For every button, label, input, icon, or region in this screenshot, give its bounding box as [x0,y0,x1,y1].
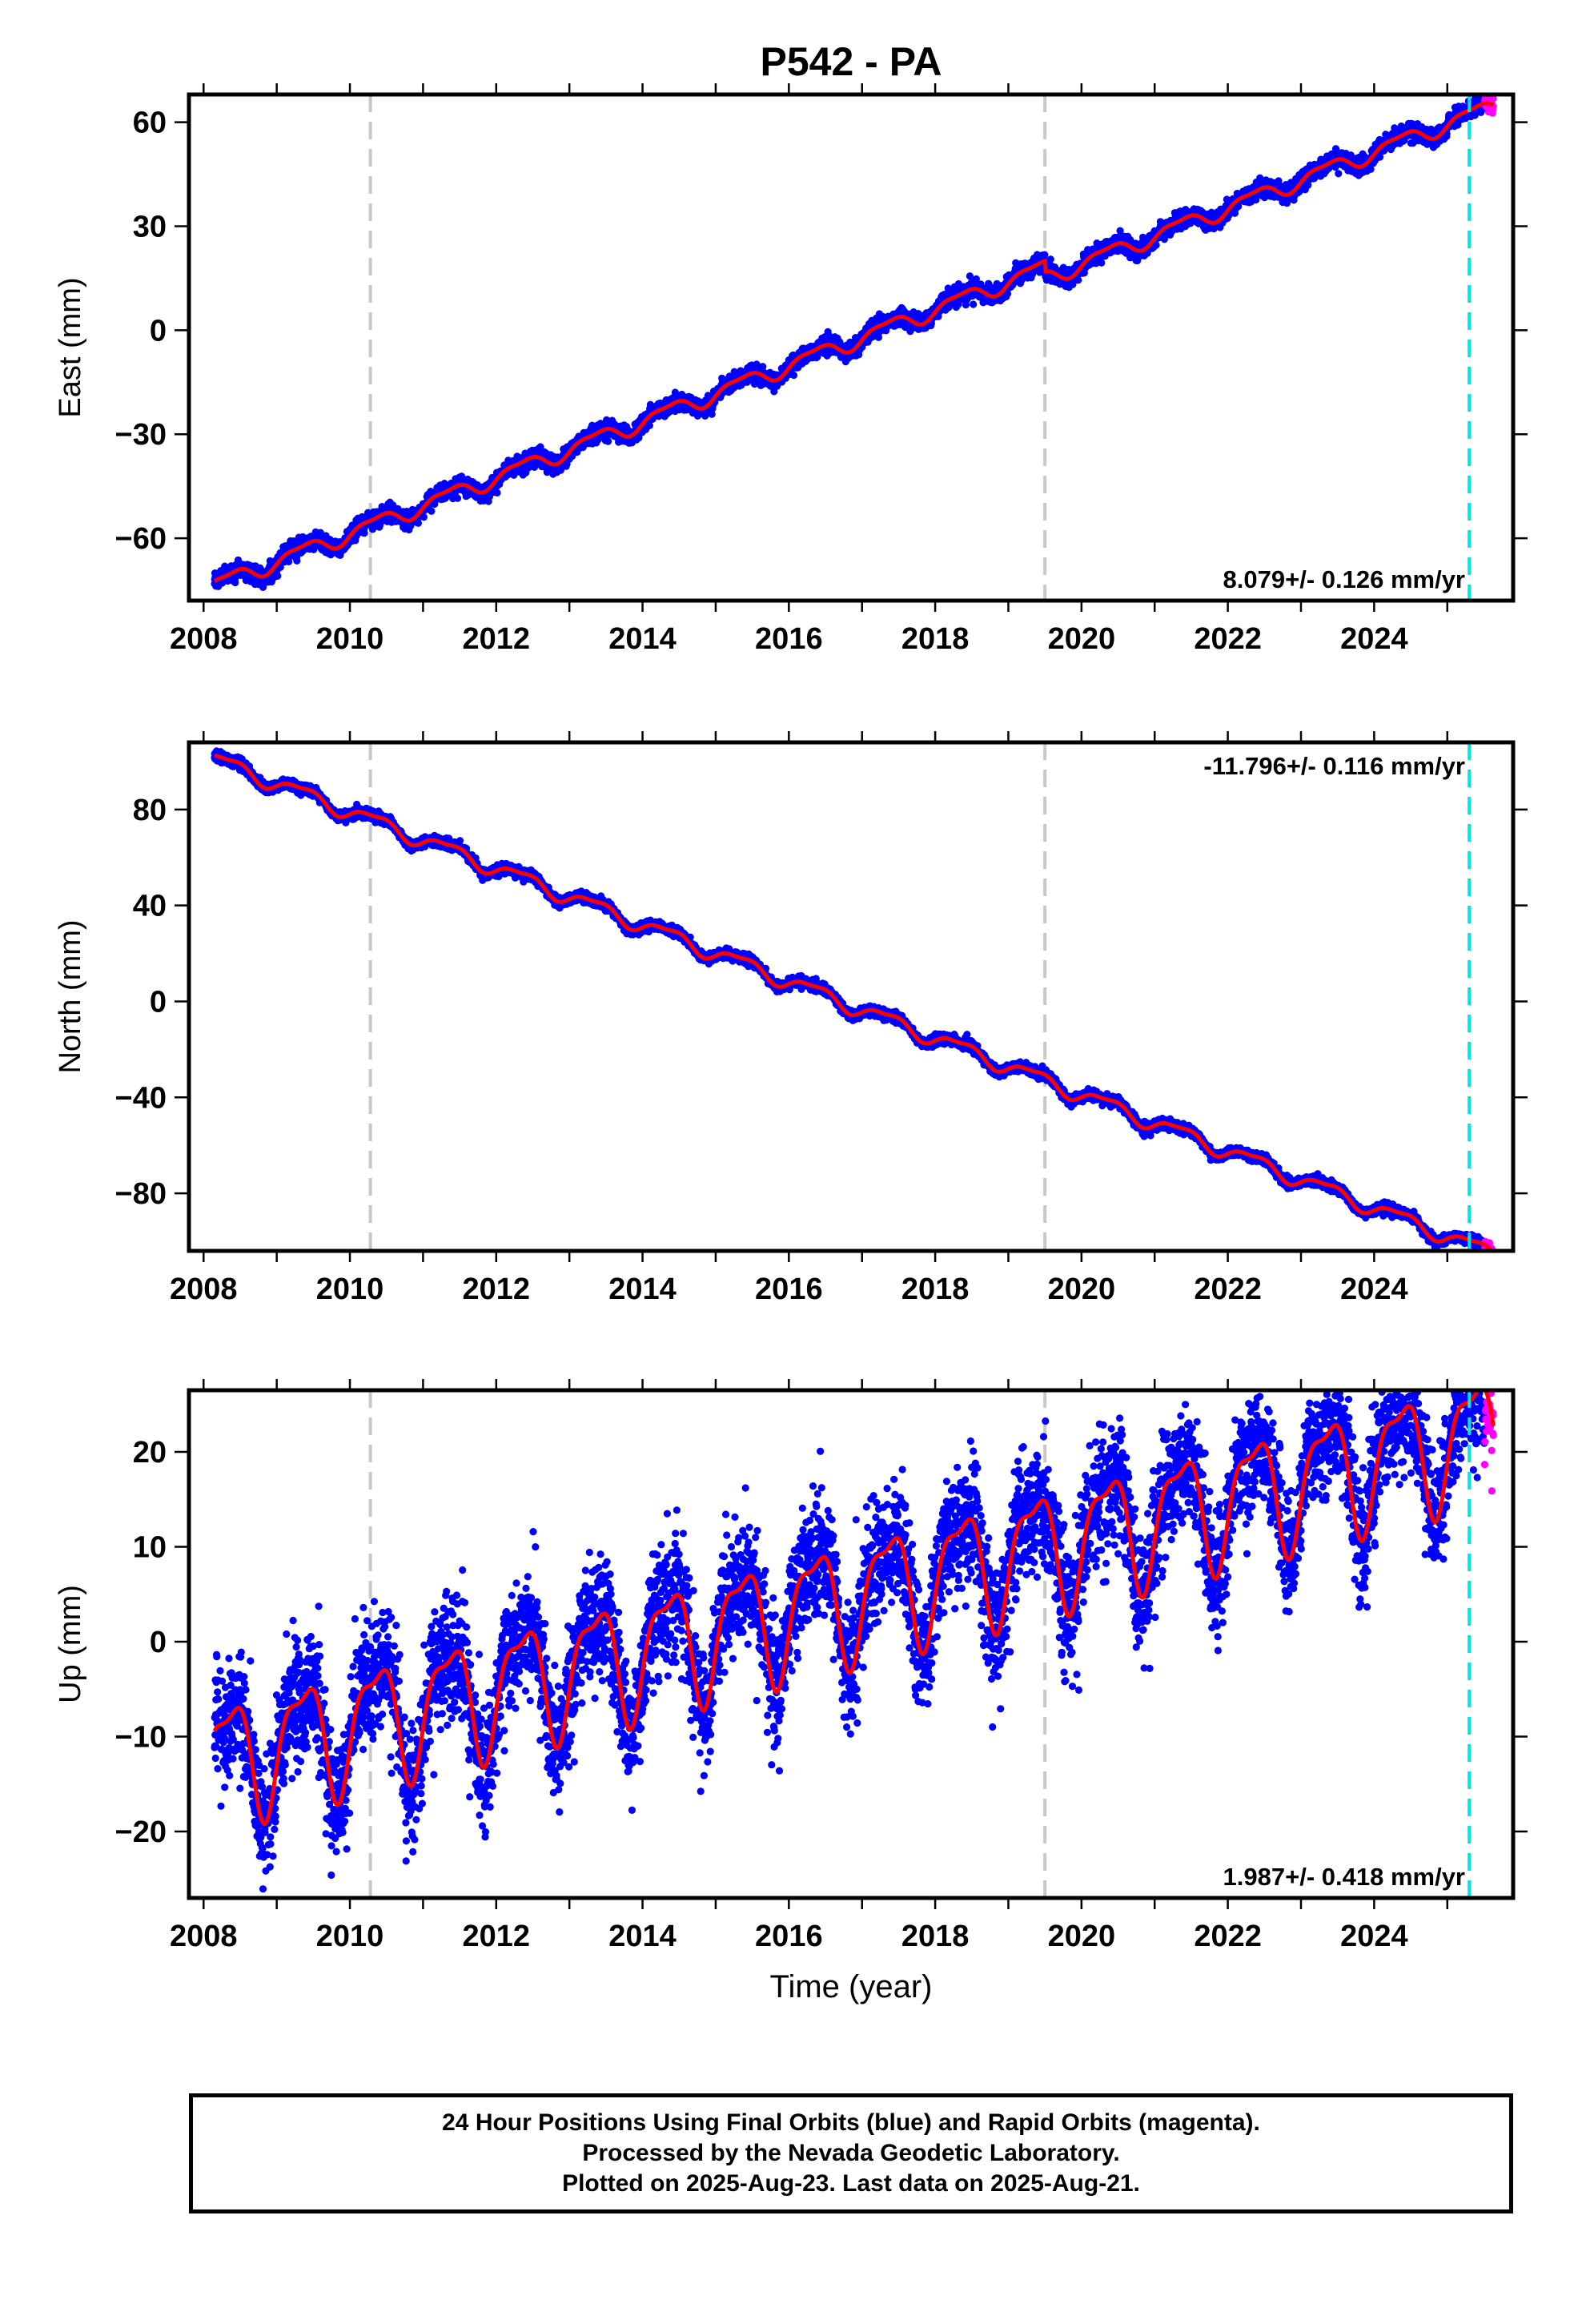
data-points-north [211,747,1496,1260]
y-tick-label: −60 [115,522,167,556]
x-tick-label: 2024 [1340,622,1408,656]
rate-label-north: -11.796+/- 0.116 mm/yr [1203,752,1465,780]
y-tick-label: 10 [133,1531,167,1565]
y-axis-label-east: East (mm) [54,277,87,417]
x-tick-label: 2008 [170,622,238,656]
x-tick-label: 2022 [1194,1273,1262,1306]
final-orbit-points-east [211,89,1488,591]
x-tick-label: 2022 [1194,1920,1262,1953]
y-tick-label: 0 [150,985,167,1019]
x-tick-label: 2024 [1340,1273,1408,1306]
x-tick-label: 2010 [316,1920,384,1953]
x-tick-label: 2018 [901,1273,970,1306]
rate-label-east: 8.079+/- 0.126 mm/yr [1223,565,1465,593]
x-tick-label: 2012 [463,1273,531,1306]
y-tick-label: 30 [133,210,167,243]
y-tick-label: 60 [133,107,167,140]
x-tick-label: 2012 [463,622,531,656]
caption-line-3: Plotted on 2025-Aug-23. Last data on 202… [562,2169,1140,2199]
caption-box: 24 Hour Positions Using Final Orbits (bl… [189,2093,1513,2213]
y-tick-label: 80 [133,794,167,827]
x-tick-label: 2016 [755,622,823,656]
panel-north: 2008 2010 2012 2014 2016 2018 2020 2022 2024 −80 −… [54,731,1528,1306]
y-tick-label: 0 [150,314,167,348]
caption-line-2: Processed by the Nevada Geodetic Laborat… [582,2138,1119,2169]
rate-label-up: 1.987+/- 0.418 mm/yr [1223,1863,1465,1891]
y-axis-label-up: Up (mm) [54,1585,87,1703]
x-tick-label: 2012 [463,1920,531,1953]
y-tick-label: 40 [133,890,167,923]
x-tick-label: 2008 [170,1273,238,1306]
final-orbit-points-north [211,747,1488,1251]
panel-east: 2008 2010 2012 2014 2016 2018 2020 2022 2024 −60 −… [54,83,1528,656]
y-axis-label-north: North (mm) [54,919,87,1073]
x-tick-label: 2018 [901,1920,970,1953]
x-tick-label: 2014 [608,622,677,656]
data-points-up [211,1296,1496,1893]
y-tick-label: −20 [115,1815,167,1849]
x-tick-label: 2024 [1340,1920,1408,1953]
x-tick-label: 2020 [1048,1920,1116,1953]
final-orbit-points-up [211,1296,1488,1893]
x-tick-label: 2014 [608,1273,677,1306]
y-tick-label: 20 [133,1436,167,1470]
x-tick-label: 2010 [316,1273,384,1306]
y-tick-label: −30 [115,418,167,452]
x-tick-label: 2020 [1048,622,1116,656]
x-tick-label: 2014 [608,1920,677,1953]
caption-line-1: 24 Hour Positions Using Final Orbits (bl… [442,2108,1260,2138]
y-tick-label: −10 [115,1721,167,1755]
y-tick-label: −80 [115,1177,167,1211]
x-tick-label: 2016 [755,1273,823,1306]
x-tick-label: 2010 [316,622,384,656]
data-points-east [211,88,1496,591]
x-tick-label: 2016 [755,1920,823,1953]
rapid-orbit-points-up [1481,1329,1497,1494]
x-tick-label: 2022 [1194,622,1262,656]
y-tick-label: −40 [115,1081,167,1115]
panels: 2008 2010 2012 2014 2016 2018 2020 2022 2024−60−… [54,83,1528,2004]
panel-up: 2008 2010 2012 2014 2016 2018 2020 2022 2024−20−… [54,1296,1528,2004]
x-tick-label: 2020 [1048,1273,1116,1306]
x-tick-label: 2008 [170,1920,238,1953]
chart-title: P542 - PA [761,39,942,84]
x-axis-label: Time (year) [770,1969,933,2004]
y-tick-label: 0 [150,1626,167,1659]
x-tick-label: 2018 [901,622,970,656]
